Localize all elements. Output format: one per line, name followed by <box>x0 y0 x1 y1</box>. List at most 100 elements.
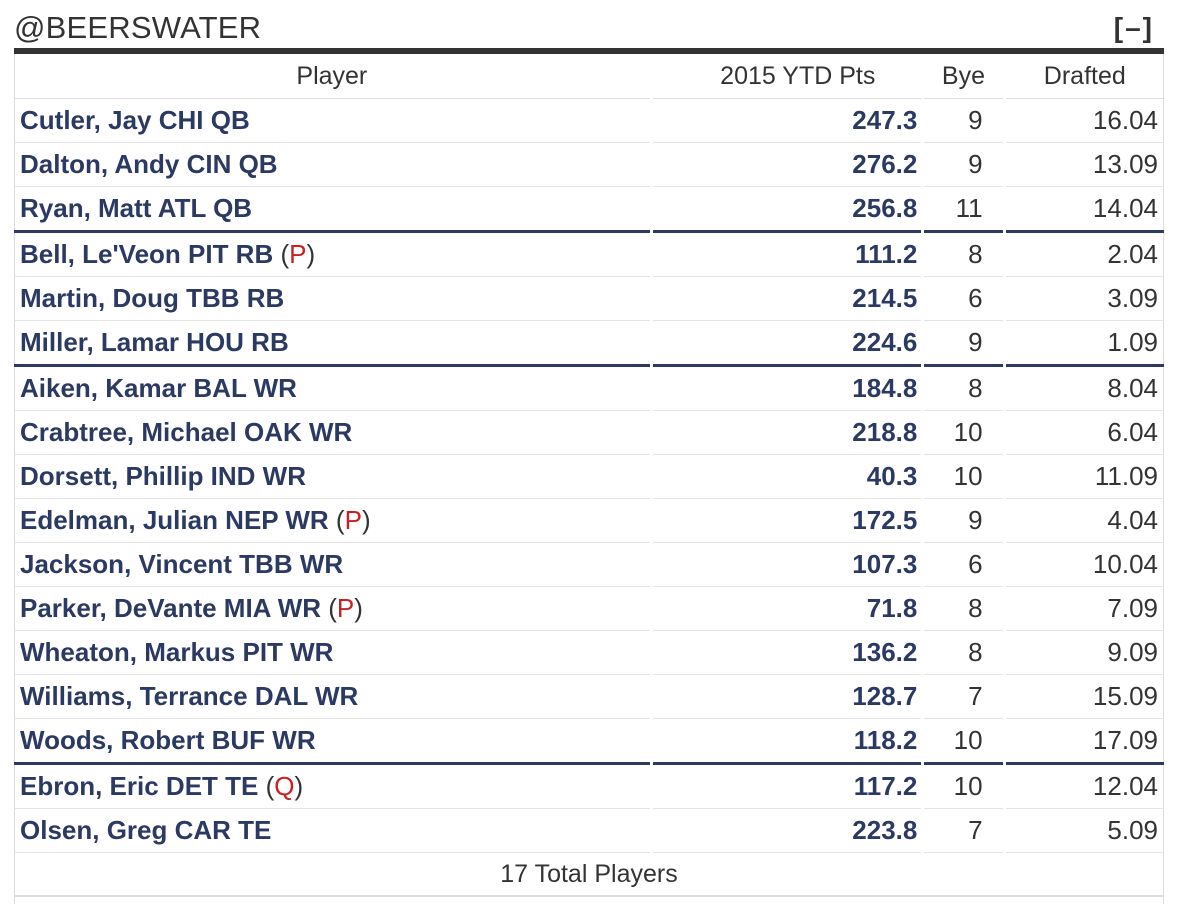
ytd-points-cell: 223.8 <box>652 809 922 853</box>
player-name-link[interactable]: Ebron, Eric DET TE <box>20 771 259 801</box>
table-row: Martin, Doug TBB RB 214.5 6 3.09 <box>14 277 1164 321</box>
drafted-pick-cell: 14.04 <box>1005 187 1164 233</box>
player-name-link[interactable]: Parker, DeVante MIA WR <box>20 593 322 623</box>
player-cell: Miller, Lamar HOU RB <box>14 321 650 367</box>
ytd-points-cell: 256.8 <box>652 187 922 233</box>
roster-footer-row: 17 Total Players <box>14 853 1164 897</box>
panel-right-border <box>1163 54 1164 904</box>
player-cell: Woods, Robert BUF WR <box>14 719 650 765</box>
player-name-link[interactable]: Dorsett, Phillip IND WR <box>20 461 306 491</box>
player-name-link[interactable]: Woods, Robert BUF WR <box>20 725 316 755</box>
ytd-points-cell: 118.2 <box>652 719 922 765</box>
ytd-points-cell: 172.5 <box>652 499 922 543</box>
ytd-points-cell: 111.2 <box>652 233 922 277</box>
table-row: Dalton, Andy CIN QB 276.2 9 13.09 <box>14 143 1164 187</box>
player-name-link[interactable]: Wheaton, Markus PIT WR <box>20 637 334 667</box>
player-cell: Aiken, Kamar BAL WR <box>14 367 650 411</box>
table-row: Ryan, Matt ATL QB 256.8 11 14.04 <box>14 187 1164 233</box>
bye-week-cell: 9 <box>924 321 1003 367</box>
table-row: Edelman, Julian NEP WR (P) 172.5 9 4.04 <box>14 499 1164 543</box>
roster-header-row: Player 2015 YTD Pts Bye Drafted <box>14 54 1164 99</box>
column-header-drafted[interactable]: Drafted <box>1005 54 1164 99</box>
player-name-link[interactable]: Olsen, Greg CAR TE <box>20 815 272 845</box>
roster-table: Player 2015 YTD Pts Bye Drafted Cutler, … <box>11 54 1167 897</box>
player-name-link[interactable]: Edelman, Julian NEP WR <box>20 505 329 535</box>
player-cell: Martin, Doug TBB RB <box>14 277 650 321</box>
ytd-points-cell: 184.8 <box>652 367 922 411</box>
player-name-link[interactable]: Aiken, Kamar BAL WR <box>20 373 297 403</box>
ytd-points-cell: 214.5 <box>652 277 922 321</box>
bye-week-cell: 10 <box>924 411 1003 455</box>
bye-week-cell: 10 <box>924 719 1003 765</box>
player-cell: Ryan, Matt ATL QB <box>14 187 650 233</box>
ytd-points-cell: 117.2 <box>652 765 922 809</box>
player-name-link[interactable]: Cutler, Jay CHI QB <box>20 105 250 135</box>
player-name-link[interactable]: Bell, Le'Veon PIT RB <box>20 239 274 269</box>
player-cell: Jackson, Vincent TBB WR <box>14 543 650 587</box>
drafted-pick-cell: 3.09 <box>1005 277 1164 321</box>
player-cell: Edelman, Julian NEP WR (P) <box>14 499 650 543</box>
injury-status-badge[interactable]: (P) <box>328 505 371 535</box>
table-row: Bell, Le'Veon PIT RB (P) 111.2 8 2.04 <box>14 233 1164 277</box>
player-name-link[interactable]: Dalton, Andy CIN QB <box>20 149 278 179</box>
player-name-link[interactable]: Ryan, Matt ATL QB <box>20 193 253 223</box>
player-cell: Olsen, Greg CAR TE <box>14 809 650 853</box>
player-name-link[interactable]: Miller, Lamar HOU RB <box>20 327 289 357</box>
player-cell: Crabtree, Michael OAK WR <box>14 411 650 455</box>
player-cell: Parker, DeVante MIA WR (P) <box>14 587 650 631</box>
injury-status-badge[interactable]: (P) <box>273 239 316 269</box>
roster-body: Cutler, Jay CHI QB 247.3 9 16.04 Dalton, And… <box>14 99 1164 853</box>
player-name-link[interactable]: Jackson, Vincent TBB WR <box>20 549 344 579</box>
bye-week-cell: 7 <box>924 675 1003 719</box>
ytd-points-cell: 247.3 <box>652 99 922 143</box>
drafted-pick-cell: 5.09 <box>1005 809 1164 853</box>
injury-status-code: P <box>336 593 355 623</box>
ytd-points-cell: 128.7 <box>652 675 922 719</box>
drafted-pick-cell: 12.04 <box>1005 765 1164 809</box>
drafted-pick-cell: 10.04 <box>1005 543 1164 587</box>
ytd-points-cell: 224.6 <box>652 321 922 367</box>
panel-header: @BEERSWATER [–] <box>14 0 1164 54</box>
drafted-pick-cell: 1.09 <box>1005 321 1164 367</box>
team-roster-panel: @BEERSWATER [–] Player 2015 YTD Pts Bye … <box>14 0 1164 904</box>
bye-week-cell: 8 <box>924 233 1003 277</box>
table-row: Ebron, Eric DET TE (Q) 117.2 10 12.04 <box>14 765 1164 809</box>
drafted-pick-cell: 9.09 <box>1005 631 1164 675</box>
column-header-pts[interactable]: 2015 YTD Pts <box>652 54 922 99</box>
panel-left-border <box>14 54 15 904</box>
column-header-player[interactable]: Player <box>14 54 650 99</box>
table-row: Miller, Lamar HOU RB 224.6 9 1.09 <box>14 321 1164 367</box>
table-row: Olsen, Greg CAR TE 223.8 7 5.09 <box>14 809 1164 853</box>
injury-status-badge[interactable]: (P) <box>321 593 363 623</box>
drafted-pick-cell: 8.04 <box>1005 367 1164 411</box>
player-cell: Williams, Terrance DAL WR <box>14 675 650 719</box>
bye-week-cell: 9 <box>924 499 1003 543</box>
player-cell: Dorsett, Phillip IND WR <box>14 455 650 499</box>
table-row: Aiken, Kamar BAL WR 184.8 8 8.04 <box>14 367 1164 411</box>
player-name-link[interactable]: Williams, Terrance DAL WR <box>20 681 359 711</box>
ytd-points-cell: 71.8 <box>652 587 922 631</box>
injury-status-code: P <box>344 505 362 535</box>
bye-week-cell: 10 <box>924 765 1003 809</box>
drafted-pick-cell: 13.09 <box>1005 143 1164 187</box>
team-title: @BEERSWATER <box>14 10 262 45</box>
player-name-link[interactable]: Crabtree, Michael OAK WR <box>20 417 353 447</box>
drafted-pick-cell: 11.09 <box>1005 455 1164 499</box>
ytd-points-cell: 107.3 <box>652 543 922 587</box>
ytd-points-cell: 136.2 <box>652 631 922 675</box>
table-row: Wheaton, Markus PIT WR 136.2 8 9.09 <box>14 631 1164 675</box>
injury-status-code: Q <box>274 771 295 801</box>
bye-week-cell: 8 <box>924 631 1003 675</box>
bye-week-cell: 8 <box>924 367 1003 411</box>
player-name-link[interactable]: Martin, Doug TBB RB <box>20 283 285 313</box>
injury-status-badge[interactable]: (Q) <box>258 771 304 801</box>
table-row: Dorsett, Phillip IND WR 40.3 10 11.09 <box>14 455 1164 499</box>
drafted-pick-cell: 16.04 <box>1005 99 1164 143</box>
total-players-label: 17 Total Players <box>14 853 1164 897</box>
drafted-pick-cell: 4.04 <box>1005 499 1164 543</box>
column-header-bye[interactable]: Bye <box>924 54 1003 99</box>
injury-status-code: P <box>289 239 307 269</box>
bye-week-cell: 11 <box>924 187 1003 233</box>
ytd-points-cell: 276.2 <box>652 143 922 187</box>
collapse-button[interactable]: [–] <box>1113 12 1154 43</box>
